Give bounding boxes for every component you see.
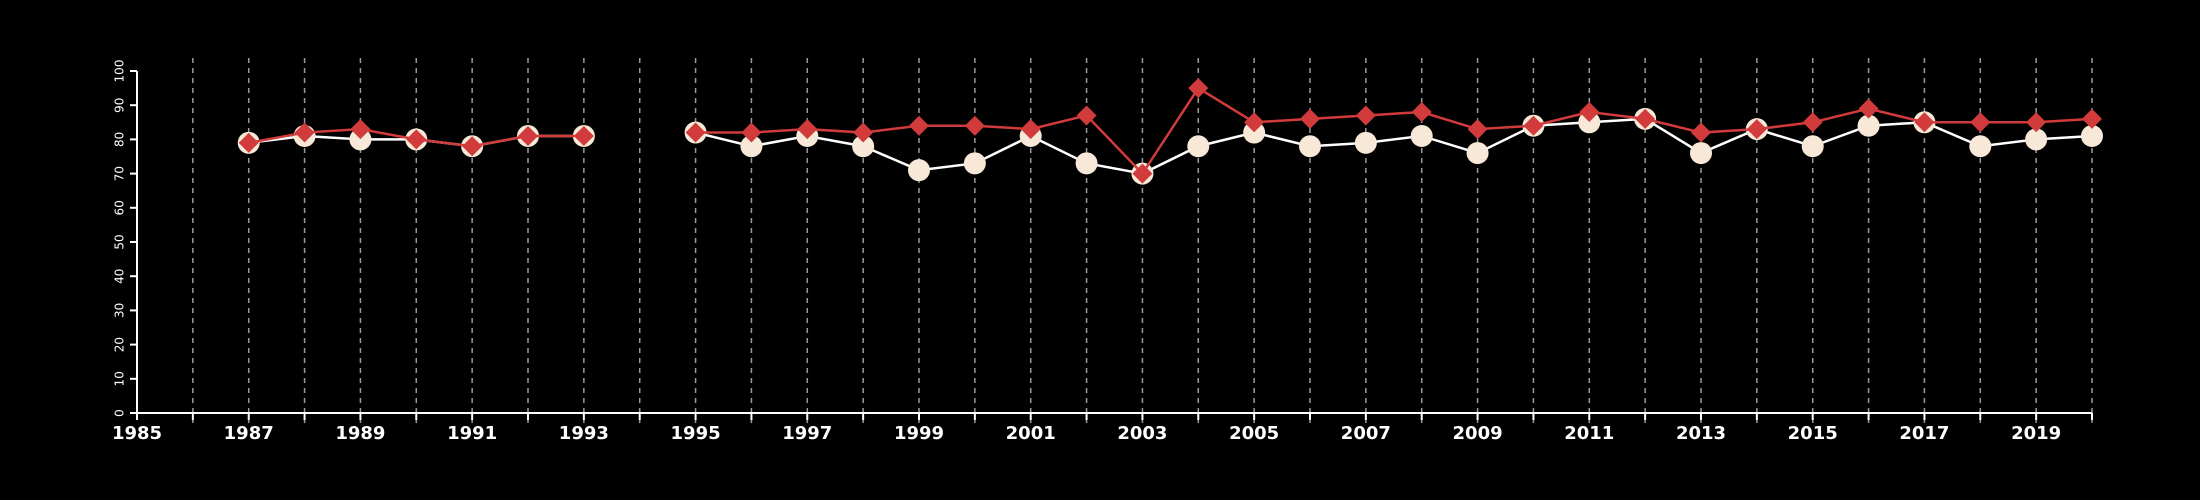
x-tick-label: 2005 bbox=[1229, 423, 1279, 444]
y-tick-label: 10 bbox=[113, 371, 127, 386]
series-2-point bbox=[1411, 102, 1432, 123]
series-2-point bbox=[1244, 112, 1265, 133]
series-1-point bbox=[1466, 142, 1489, 165]
y-tick-label: 30 bbox=[113, 303, 127, 318]
series-2-point bbox=[1132, 163, 1153, 184]
x-tick-label: 1999 bbox=[894, 423, 944, 444]
series-2-point bbox=[1300, 108, 1320, 129]
x-tick-label: 2019 bbox=[2011, 423, 2061, 444]
series-1-point bbox=[1857, 114, 1880, 137]
series-2-point bbox=[518, 125, 538, 146]
x-tick-label: 1989 bbox=[335, 423, 385, 444]
series-1-point bbox=[2081, 124, 2103, 147]
x-tick-label: 1991 bbox=[447, 423, 497, 444]
series-1-point bbox=[963, 152, 986, 175]
series-2-point bbox=[406, 129, 427, 150]
series-1-point bbox=[1690, 142, 1712, 165]
y-tick-label: 60 bbox=[113, 200, 127, 215]
series-1-point bbox=[2025, 128, 2048, 151]
y-tick-label: 0 bbox=[113, 409, 127, 417]
series-2-point bbox=[2082, 108, 2102, 129]
series-2-point bbox=[1076, 105, 1097, 126]
x-tick-label: 1997 bbox=[782, 423, 832, 444]
series-2-point bbox=[1020, 119, 1041, 140]
x-tick-label: 2007 bbox=[1341, 423, 1391, 444]
y-tick-label: 50 bbox=[113, 234, 127, 249]
series-1-point bbox=[1969, 135, 1992, 158]
series-2-point bbox=[853, 122, 874, 143]
series-2-point bbox=[1188, 78, 1209, 99]
series-1-point bbox=[349, 128, 372, 151]
x-tick-label: 1985 bbox=[112, 423, 162, 444]
series bbox=[237, 78, 2103, 185]
series-2-point bbox=[1914, 112, 1935, 133]
series-2-point bbox=[1802, 112, 1823, 133]
series-1-point bbox=[1243, 121, 1266, 144]
y-tick-label: 100 bbox=[113, 60, 127, 83]
series-2-point bbox=[964, 115, 985, 136]
x-tick-label: 1993 bbox=[559, 423, 609, 444]
x-tick-label: 2017 bbox=[1899, 423, 1949, 444]
series-1-point bbox=[1410, 124, 1433, 147]
series-2-point bbox=[1635, 108, 1656, 129]
y-tick-label: 20 bbox=[113, 337, 127, 352]
y-tick-label: 80 bbox=[113, 132, 127, 147]
series-1-point bbox=[1801, 135, 1824, 158]
series-1-point bbox=[740, 135, 763, 158]
x-tick-label: 2011 bbox=[1564, 423, 1614, 444]
series-1-point bbox=[908, 159, 930, 182]
x-tick-label: 2003 bbox=[1117, 423, 1167, 444]
series-2-point bbox=[238, 132, 259, 153]
series-1-point bbox=[1187, 135, 1210, 158]
series-2-point bbox=[1858, 98, 1879, 119]
x-tick-label: 2001 bbox=[1006, 423, 1056, 444]
series-2 bbox=[238, 78, 2102, 184]
x-tick-label: 1987 bbox=[224, 423, 274, 444]
series-2-point bbox=[350, 119, 371, 140]
series-2-point bbox=[1467, 119, 1488, 140]
x-tick-label: 2013 bbox=[1676, 423, 1726, 444]
series-1-point bbox=[1354, 131, 1377, 154]
axes: 0 10 20 30 40 50 60 70 80 90 100 1985 1987 1989 1991 19… bbox=[112, 60, 2093, 444]
series-2-point bbox=[685, 122, 706, 143]
x-tick-label: 1995 bbox=[671, 423, 721, 444]
series-2-point bbox=[1970, 112, 1991, 133]
grid-lines bbox=[192, 58, 2093, 423]
x-tick-label: 2009 bbox=[1453, 423, 1503, 444]
series-2-point bbox=[573, 125, 594, 146]
series-2-point bbox=[1579, 102, 1600, 123]
series-2-point bbox=[1691, 122, 1711, 143]
series-1-point bbox=[1075, 152, 1098, 175]
series-2-point bbox=[909, 115, 929, 136]
series-2-point bbox=[1746, 119, 1767, 140]
series-2-point bbox=[797, 119, 818, 140]
series-1-point bbox=[1299, 135, 1321, 158]
series-2-point bbox=[294, 122, 315, 143]
series-1-point bbox=[1578, 111, 1601, 134]
y-tick-label: 70 bbox=[113, 166, 127, 181]
y-tick-label: 90 bbox=[113, 98, 127, 113]
series-2-point bbox=[462, 136, 483, 157]
series-2-point bbox=[2026, 112, 2047, 133]
x-tick-label: 2015 bbox=[1788, 423, 1838, 444]
series-2-point bbox=[741, 122, 762, 143]
y-tick-label: 40 bbox=[113, 269, 127, 284]
series-1-point bbox=[852, 135, 875, 158]
series-2-point bbox=[1355, 105, 1376, 126]
series-2-point bbox=[1523, 115, 1544, 136]
